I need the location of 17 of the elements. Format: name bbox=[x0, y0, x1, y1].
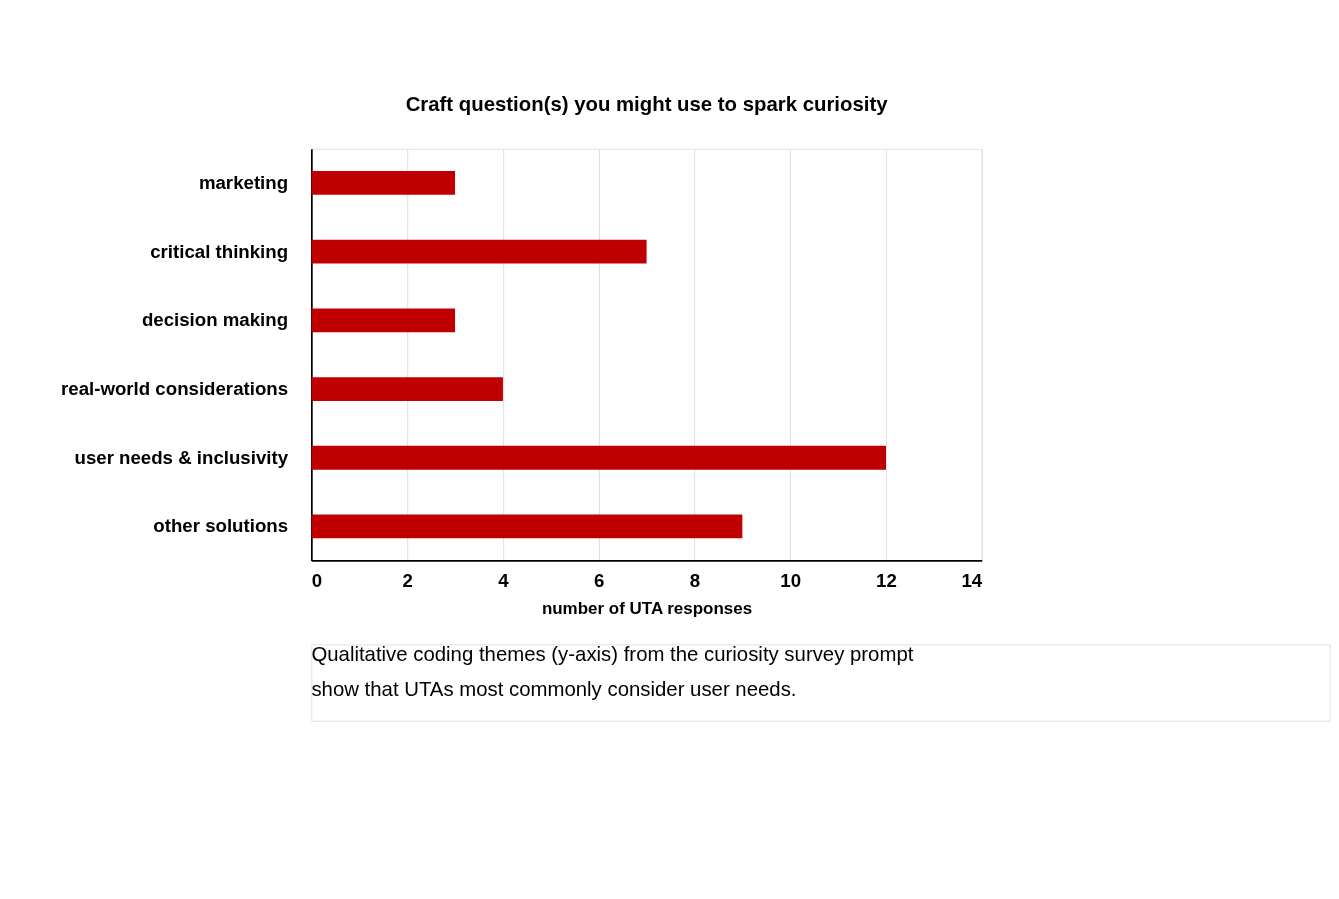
x-tick-label: 0 bbox=[311, 570, 323, 592]
chart-title: Craft question(s) you might use to spark curiosity bbox=[405, 92, 889, 115]
x-tick-label: 4 bbox=[498, 570, 510, 592]
x-axis-title: number of UTA responses bbox=[541, 599, 753, 619]
y-tick-label: marketing bbox=[198, 171, 289, 193]
y-tick-label: real-world considerations bbox=[61, 377, 289, 399]
x-tick-label: 10 bbox=[780, 570, 802, 592]
y-tick-label: user needs & inclusivity bbox=[74, 446, 289, 468]
y-tick-label: decision making bbox=[141, 309, 289, 331]
y-tick-label: critical thinking bbox=[150, 240, 289, 262]
x-tick-label: 2 bbox=[402, 570, 413, 592]
x-tick-label: 14 bbox=[961, 570, 983, 592]
x-tick-label: 6 bbox=[593, 570, 605, 592]
text: Qualitative coding themes (y-axis) from the curiosity survey prompt show that UTAs most commonly consider user needs. bbox=[311, 642, 914, 701]
y-tick-label: other solutions bbox=[153, 515, 289, 537]
x-tick-label: 12 bbox=[876, 570, 897, 592]
x-tick-label: 8 bbox=[689, 570, 701, 592]
